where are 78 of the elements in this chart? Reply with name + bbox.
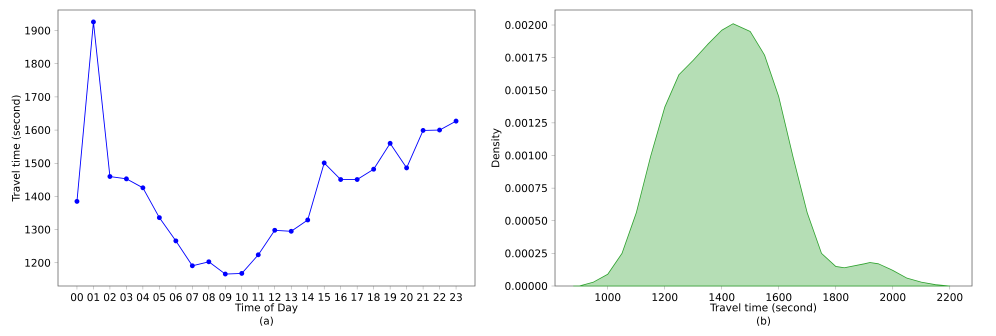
point	[437, 128, 442, 133]
point	[140, 185, 146, 190]
point	[74, 198, 80, 204]
x-axis-title: Travel time (second)	[710, 303, 816, 313]
point	[239, 270, 244, 276]
x-tick-label: 1200	[652, 293, 678, 302]
x-tick-label: 1000	[596, 293, 620, 302]
x-tick-label: 11	[252, 293, 264, 301]
x-tick-label: 02	[104, 293, 116, 302]
y-tick-label: 0.00025	[505, 249, 547, 258]
x-axis-title: Time of Day	[234, 303, 298, 314]
point	[124, 176, 129, 182]
point	[190, 263, 195, 268]
point	[256, 252, 261, 258]
text: (b)	[757, 316, 770, 326]
point	[338, 177, 344, 182]
y-axis-title: Travel time (second)	[12, 95, 22, 202]
x-tick-label: 19	[384, 293, 396, 302]
x-tick-label: 23	[450, 293, 462, 302]
point	[272, 228, 278, 233]
point	[222, 272, 228, 276]
y-tick-label: 0.00175	[505, 54, 547, 62]
x-tick-label: 10	[236, 293, 248, 302]
x-tick-label: 06	[170, 293, 182, 302]
point	[288, 228, 294, 234]
x-tick-label: 14	[302, 293, 314, 301]
point	[371, 166, 376, 172]
y-tick-label: 1800	[25, 60, 50, 68]
point	[173, 238, 178, 244]
x-tick-label: 04	[136, 293, 149, 302]
point	[91, 19, 96, 24]
x-tick-label: 22	[434, 293, 446, 301]
x-tick-label: 2200	[937, 293, 962, 302]
y-tick-label: 1600	[25, 126, 50, 134]
point	[454, 118, 458, 124]
y-tick-label: 1400	[25, 192, 50, 200]
x-tick-label: 01	[87, 293, 100, 302]
text: (a)	[260, 316, 273, 326]
point	[322, 160, 327, 166]
y-tick-label: 1900	[25, 26, 50, 35]
y-tick-label: 0.00100	[505, 152, 548, 160]
x-tick-label: 03	[120, 293, 132, 302]
x-tick-label: 09	[219, 293, 232, 302]
x-tick-label: 07	[186, 293, 198, 302]
y-tick-label: 1500	[25, 159, 50, 168]
y-tick-label: 1200	[25, 258, 50, 267]
y-tick-label: 1300	[25, 226, 50, 234]
x-tick-label: 18	[368, 293, 380, 302]
x-tick-label: 1800	[824, 293, 848, 302]
point	[420, 128, 426, 133]
point	[107, 174, 112, 179]
x-tick-label: 05	[153, 293, 166, 302]
y-tick-label: 0.00200	[505, 21, 548, 29]
point	[354, 177, 360, 182]
point	[404, 165, 410, 170]
x-tick-label: 12	[269, 293, 280, 301]
point	[206, 259, 212, 264]
x-tick-label: 2000	[880, 293, 906, 302]
point	[156, 215, 162, 220]
x-tick-label: 08	[202, 293, 215, 302]
x-tick-label: 1400	[710, 293, 734, 302]
y-axis-title: Density	[491, 128, 502, 167]
y-tick-label: 0.00050	[505, 216, 548, 225]
point	[388, 140, 393, 146]
y-tick-label: 0.00075	[505, 184, 547, 192]
y-tick-label: 1700	[25, 92, 50, 101]
y-tick-label: 0.00125	[505, 118, 547, 127]
x-tick-label: 1600	[766, 293, 792, 302]
x-tick-label: 21	[417, 293, 429, 301]
point	[305, 218, 310, 222]
x-tick-label: 13	[286, 293, 298, 302]
y-tick-label: 0.00150	[505, 86, 548, 94]
x-tick-label: 17	[352, 293, 363, 301]
x-tick-label: 20	[400, 293, 413, 302]
x-tick-label: 16	[335, 293, 347, 302]
y-tick-label: 0.00000	[505, 282, 548, 290]
x-tick-label: 00	[70, 293, 83, 302]
x-tick-label: 15	[318, 293, 330, 301]
